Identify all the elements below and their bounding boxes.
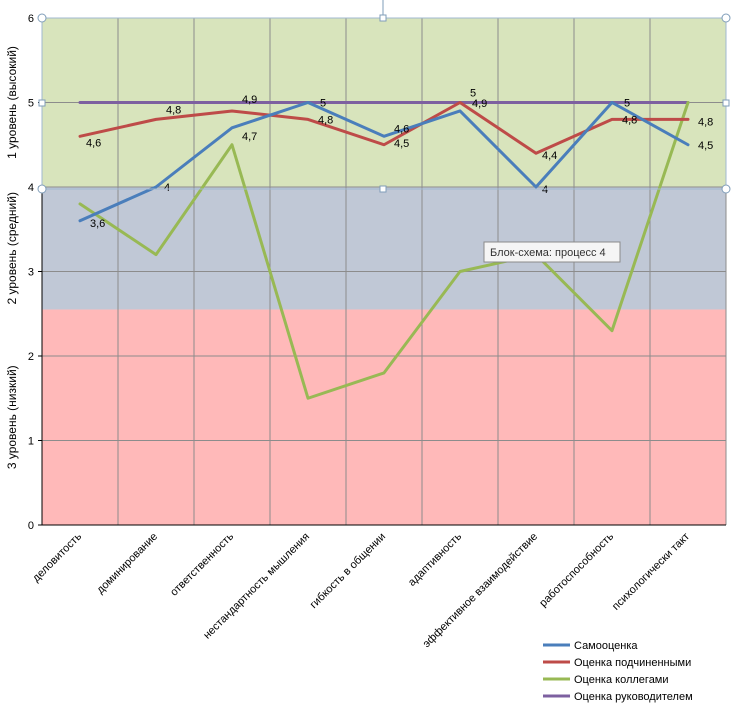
data-label: 4 — [164, 182, 170, 194]
resize-handle[interactable] — [38, 99, 46, 107]
level-band — [42, 309, 726, 525]
y-tick-label: 1 — [28, 436, 34, 448]
resize-handle[interactable] — [37, 13, 47, 23]
x-category-label: доминирование — [94, 531, 160, 597]
data-label: 4,9 — [472, 98, 487, 110]
x-category-label: гибкость в общении — [308, 531, 388, 611]
y-tick-label: 6 — [28, 13, 34, 25]
data-label: 4,8 — [166, 104, 181, 116]
x-category-label: деловитость — [30, 530, 84, 584]
y-tick-label: 3 — [28, 267, 34, 279]
band-label: 3 уровень (низкий) — [5, 365, 19, 469]
data-label: 4 — [542, 184, 548, 196]
series-lines — [78, 101, 690, 400]
data-label: 4,9 — [242, 94, 257, 106]
legend-label: Оценка руководителем — [574, 691, 693, 703]
y-tick-label: 0 — [28, 520, 34, 532]
data-label: 4,6 — [86, 137, 101, 149]
data-label: 4,5 — [698, 140, 713, 152]
series-line — [78, 101, 690, 400]
data-labels: 3,6 4 4,7 5 4,6 4,9 4 5 4,5 4,6 4,8 4,9 4,8 4,5 5 4,4 4,… — [86, 88, 713, 230]
legend: Самооценка Оценка подчиненными Оценка колл… — [543, 640, 693, 703]
data-label: 3,6 — [90, 218, 105, 230]
data-label: 4,8 — [698, 116, 713, 128]
data-label: 4,8 — [318, 114, 333, 126]
legend-label: Оценка подчиненными — [574, 657, 691, 669]
tooltip: Блок-схема: процесс 4 — [483, 241, 621, 263]
x-category-label: ответственность — [168, 530, 236, 598]
x-category-label: работоспособность — [537, 530, 616, 609]
legend-label: Оценка коллегами — [574, 674, 669, 686]
tooltip-text: Блок-схема: процесс 4 — [490, 247, 606, 259]
band-label: 1 уровень (высокий) — [5, 46, 19, 159]
data-label: 4,8 — [622, 114, 637, 126]
x-category-label: адаптивность — [406, 530, 464, 588]
y-tick-label: 5 — [28, 98, 34, 110]
legend-label: Самооценка — [574, 640, 638, 652]
resize-handle[interactable] — [721, 13, 731, 23]
data-label: 5 — [624, 98, 630, 110]
resize-handle[interactable] — [379, 185, 387, 193]
y-tick-label: 2 — [28, 351, 34, 363]
resize-handle[interactable] — [722, 99, 730, 107]
series-line — [78, 101, 690, 223]
data-label: 4,5 — [394, 138, 409, 150]
data-label: 4,6 — [394, 123, 409, 135]
data-label: 5 — [470, 88, 476, 100]
selection-frame[interactable] — [37, 0, 731, 194]
data-label: 4,7 — [242, 131, 257, 143]
y-tick-label: 4 — [28, 182, 34, 194]
resize-handle[interactable] — [721, 184, 731, 194]
resize-handle[interactable] — [379, 14, 387, 22]
data-label: 5 — [320, 98, 326, 110]
data-label: 4,4 — [542, 150, 557, 162]
resize-handle[interactable] — [37, 184, 47, 194]
band-label: 2 уровень (средний) — [5, 192, 19, 304]
x-category-label: психологически такт — [610, 531, 692, 613]
